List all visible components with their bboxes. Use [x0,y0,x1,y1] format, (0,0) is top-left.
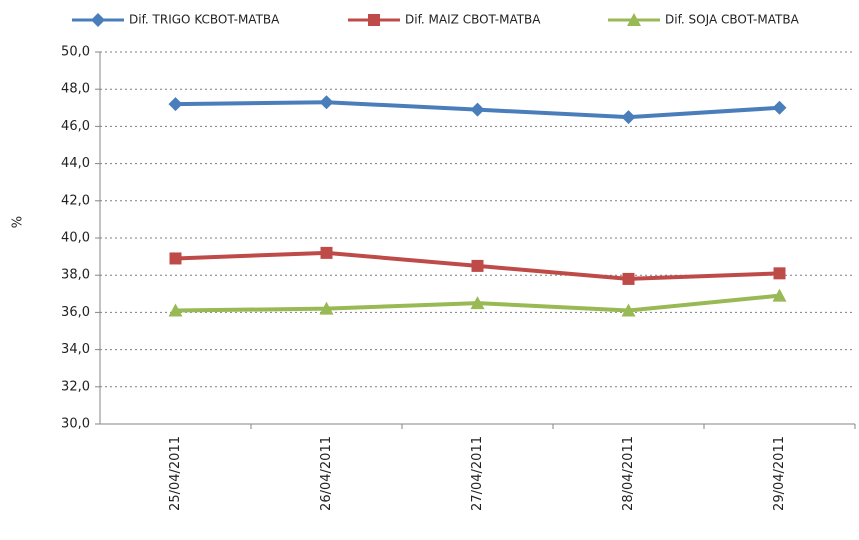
marker [772,288,787,302]
x-tick-label: 29/04/2011 [772,436,787,511]
marker [471,259,484,272]
marker [622,272,635,285]
marker [621,303,636,317]
y-tick-label: 38,0 [61,268,90,283]
marker [320,246,333,259]
marker [627,13,641,26]
marker [772,100,787,115]
y-tick-label: 42,0 [61,193,90,208]
marker [470,102,485,117]
marker [319,301,334,315]
y-tick-label: 34,0 [61,342,90,357]
marker [319,95,334,110]
legend-label: Dif. SOJA CBOT-MATBA [665,13,800,27]
x-tick-label: 25/04/2011 [168,436,183,511]
legend: Dif. TRIGO KCBOT-MATBA Dif. MAIZ CBOT-MAT… [72,13,800,27]
y-tick-label: 46,0 [61,119,90,134]
legend-label: Dif. MAIZ CBOT-MATBA [405,13,541,27]
y-tick-label: 40,0 [61,231,90,246]
y-tick-label: 32,0 [61,379,90,394]
y-tick-label: 44,0 [61,156,90,171]
y-tick-label: 50,0 [61,45,90,60]
marker [368,14,380,26]
legend-label: Dif. TRIGO KCBOT-MATBA [129,13,280,27]
x-tick-label: 27/04/2011 [470,436,485,511]
marker [773,267,786,280]
marker [168,303,183,317]
marker [169,252,182,265]
y-tick-label: 36,0 [61,305,90,320]
x-tick-label: 26/04/2011 [319,436,334,511]
marker [168,97,183,112]
marker [470,296,485,310]
y-axis-label: % [11,216,26,228]
y-tick-label: 48,0 [61,82,90,97]
y-tick-label: 30,0 [61,417,90,432]
marker [621,110,636,125]
marker [91,13,105,27]
x-tick-label: 28/04/2011 [621,436,636,511]
